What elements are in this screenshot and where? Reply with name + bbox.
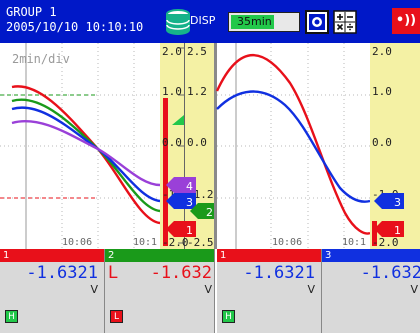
alarm-badge: L — [110, 310, 123, 323]
channel-number: 1 — [220, 250, 227, 261]
right-bar-graph — [372, 221, 377, 246]
scale-label: 1.0 — [372, 85, 392, 98]
channel-header: 3 — [322, 249, 420, 262]
memory-card-icon — [166, 9, 190, 35]
ch4-pointer: 4 — [166, 177, 196, 193]
digital-panel-ch2[interactable]: 2 L -1.632 V L — [105, 249, 215, 333]
snapshot-icon[interactable] — [305, 10, 329, 34]
left-bar-graph — [163, 98, 168, 246]
display-mode-label: DISP — [190, 14, 216, 27]
alarm-badge: H — [5, 310, 18, 323]
channel-header: 2 — [105, 249, 214, 262]
ch1-pointer: 1 — [374, 221, 404, 237]
math-icon[interactable] — [333, 10, 357, 34]
channel-value: -1.6321 — [243, 263, 315, 283]
left-traces — [11, 85, 161, 225]
channel-value: -1.632 — [150, 263, 212, 283]
timebase-progress — [231, 15, 274, 29]
group-title[interactable]: GROUP 1 — [6, 5, 57, 19]
alarm-high-marker — [172, 115, 184, 125]
time-label: 10:1 — [342, 237, 366, 248]
marker-label: 1 — [394, 224, 401, 237]
scale-label: 2.0 — [162, 45, 182, 58]
channel-number: 1 — [3, 250, 10, 261]
status-header: GROUP 1 2005/10/10 10:10:10 DISP 35min — [0, 0, 420, 43]
channel-number: 3 — [325, 250, 332, 261]
digital-panel-ch1-right[interactable]: 1 -1.6321 V H — [217, 249, 322, 333]
scale-label: 2.0 — [372, 45, 392, 58]
marker-label: 3 — [186, 196, 193, 209]
right-grid — [217, 43, 370, 249]
right-traces — [215, 53, 371, 235]
channel-header: 1 — [0, 249, 104, 262]
channel-unit: V — [307, 283, 315, 296]
marker-label: 1 — [186, 224, 193, 237]
ch3-pointer: 3 — [166, 193, 196, 209]
channel-number: 2 — [108, 250, 115, 261]
ch1-pointer: 1 — [166, 221, 196, 237]
marker-label: 3 — [394, 196, 401, 209]
channel-value: -1.6321 — [26, 263, 98, 283]
low-alarm-flag: L — [108, 263, 118, 283]
ch3-pointer: 3 — [374, 193, 404, 209]
channel-header: 1 — [217, 249, 321, 262]
marker-label: 2 — [206, 206, 213, 219]
panel-divider — [214, 43, 217, 249]
scale-label: -2.0 — [162, 236, 189, 249]
digital-panel-ch1[interactable]: 1 -1.6321 V H — [0, 249, 105, 333]
trend-display: 2min/div 10:06 10:1 2.0 1.0 0.0 -1.0 -2.… — [0, 43, 420, 249]
ch2-pointer: 2 — [190, 203, 214, 219]
channel-unit: V — [90, 283, 98, 296]
scale-label: 0.0 — [372, 136, 392, 149]
div-label: 2min/div — [12, 52, 70, 66]
ch1-trace — [215, 53, 371, 235]
alarm-indicator-icon[interactable]: •)) — [392, 8, 420, 34]
scale-label: 1.2 — [187, 85, 207, 98]
time-label: 10:06 — [272, 237, 302, 248]
digital-panel-ch3[interactable]: 3 -1.632 V — [322, 249, 420, 333]
datetime-display: 2005/10/10 10:10:10 — [6, 20, 144, 34]
scale-label: -2.5 — [187, 236, 214, 249]
marker-label: 4 — [186, 180, 193, 193]
channel-unit: V — [204, 283, 212, 296]
ch3-trace — [216, 90, 371, 203]
right-scale — [370, 43, 420, 249]
scale-label: 0.0 — [187, 136, 207, 149]
time-label: 10:06 — [62, 237, 92, 248]
channel-unit: V — [410, 283, 418, 296]
timebase-text: 35min — [237, 15, 272, 28]
alarm-badge: H — [222, 310, 235, 323]
scale-label: 0.0 — [162, 136, 182, 149]
scale-label: 2.5 — [187, 45, 207, 58]
ch4-trace — [11, 120, 161, 187]
right-scale-labels: 2.0 1.0 0.0 -1.0 -2.0 — [372, 45, 399, 249]
scale-label: -2.0 — [372, 236, 399, 249]
time-label: 10:1 — [133, 237, 157, 248]
timebase-indicator[interactable]: 35min — [228, 12, 300, 32]
scale-label: 1.0 — [162, 85, 182, 98]
channel-value: -1.632 — [360, 263, 420, 283]
